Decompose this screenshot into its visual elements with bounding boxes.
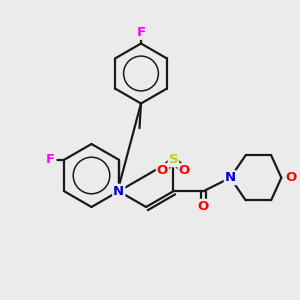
Text: F: F	[136, 26, 146, 39]
Text: O: O	[198, 200, 209, 213]
Text: F: F	[46, 153, 55, 166]
Text: O: O	[178, 164, 190, 177]
Text: O: O	[285, 171, 297, 184]
Text: S: S	[169, 153, 178, 166]
Text: F: F	[136, 26, 146, 39]
Text: N: N	[113, 185, 124, 198]
Text: O: O	[157, 164, 168, 177]
Text: F: F	[46, 153, 55, 166]
Text: N: N	[225, 171, 236, 184]
